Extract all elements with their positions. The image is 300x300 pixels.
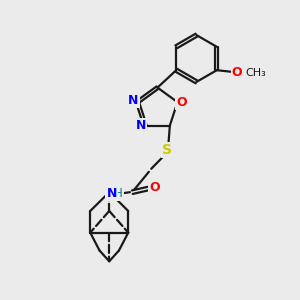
Text: N: N (136, 119, 146, 132)
Text: S: S (162, 143, 172, 157)
Text: CH₃: CH₃ (246, 68, 266, 78)
Text: O: O (176, 96, 187, 109)
Text: N: N (106, 187, 117, 200)
Text: H: H (114, 187, 123, 200)
Text: O: O (149, 181, 160, 194)
Text: N: N (128, 94, 139, 107)
Text: O: O (232, 66, 242, 79)
